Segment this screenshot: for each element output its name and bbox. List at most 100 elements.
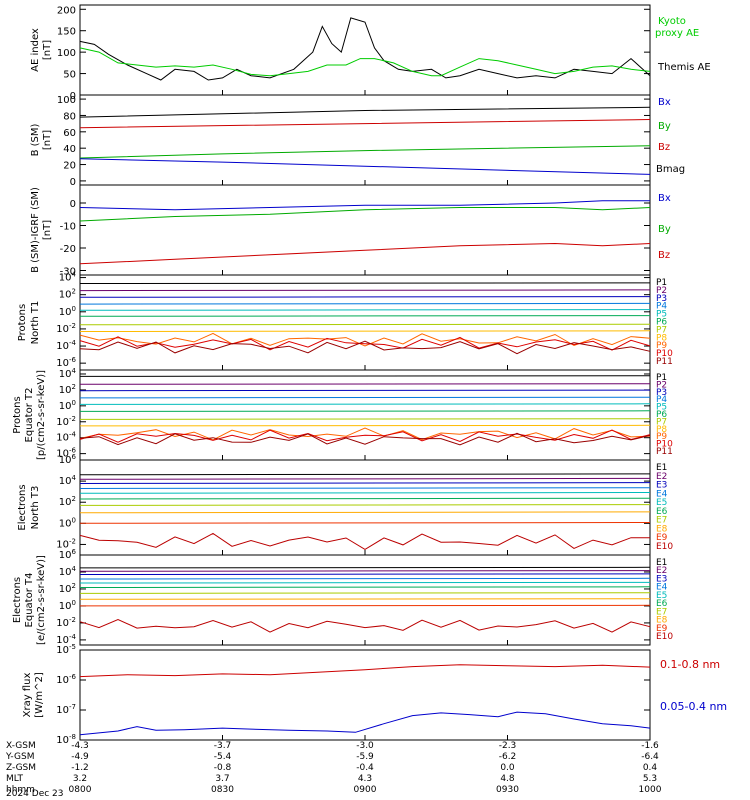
legend-ee: E2: [656, 566, 667, 576]
orbit-row-value: 5.3: [643, 774, 657, 784]
panel-ylabel: Equator T2: [24, 388, 35, 443]
y-tick-label: 10-6: [56, 356, 76, 369]
legend-bigrf: Bz: [658, 250, 670, 261]
series-bmag: [79, 106, 651, 118]
legend-bsm: Bx: [658, 97, 671, 108]
legend-pn: P11: [656, 357, 673, 367]
series-ee-E2: [79, 570, 651, 572]
orbit-row-value: 0800: [69, 785, 92, 795]
y-tick-label: 102: [59, 383, 76, 396]
panel-ylabel: [nT]: [42, 40, 53, 60]
legend-ee: E1: [656, 558, 667, 568]
legend-en: E3: [656, 481, 667, 491]
orbit-row-value: -6.2: [499, 752, 517, 762]
series-xray-short: [79, 711, 651, 736]
series-pn-P11: [79, 340, 651, 355]
legend-pe: P9: [656, 432, 667, 442]
legend-pn: P6: [656, 318, 667, 328]
orbit-row-label: Z-GSM: [6, 763, 36, 773]
y-tick-label: 60: [63, 128, 76, 139]
legend-en: E7: [656, 516, 667, 526]
panel-ylabel: AE index: [30, 28, 41, 72]
series-en-E9: [79, 522, 651, 524]
panel-ylabel: Electrons: [17, 484, 28, 530]
y-tick-label: 0: [70, 91, 76, 102]
legend-en: E10: [656, 542, 673, 552]
legend-en: E1: [656, 463, 667, 473]
orbit-row-value: 3.2: [73, 774, 87, 784]
series-pe-P2: [79, 383, 651, 385]
y-tick-label: 10-5: [56, 643, 76, 656]
series-ee-E10: [79, 618, 651, 633]
series-en-E3: [79, 482, 651, 484]
panel-frame-xray: [79, 649, 651, 741]
orbit-row-value: 0830: [211, 785, 234, 795]
legend-bigrf: By: [658, 224, 671, 235]
panel-ylabel: North T3: [30, 486, 41, 530]
legend-pe: P7: [656, 417, 667, 427]
series-by: [79, 207, 651, 222]
y-tick-label: -30: [60, 267, 76, 278]
series-ee-E3: [79, 573, 651, 575]
legend-en: E2: [656, 472, 667, 482]
panel-ylabel: Protons: [17, 304, 28, 341]
panel-ylabel: Xray flux: [22, 673, 33, 718]
y-tick-label: 100: [57, 95, 76, 106]
series-en-E8: [79, 511, 651, 514]
legend-pn: P9: [656, 341, 667, 351]
y-tick-label: 150: [57, 27, 76, 38]
series-pe-P5: [79, 403, 651, 405]
series-pe-P6: [79, 410, 651, 412]
series-pn-P3: [79, 296, 651, 298]
y-tick-label: 104: [59, 474, 77, 487]
y-tick-label: 104: [59, 565, 77, 578]
y-tick-label: 100: [59, 399, 76, 412]
series-ee-E5: [79, 581, 651, 584]
orbit-row-value: -3.0: [356, 741, 374, 751]
orbit-row-value: 0.0: [500, 763, 515, 773]
orbit-row-value: 0.4: [643, 763, 658, 773]
orbit-row-value: -6.4: [641, 752, 659, 762]
legend-bsm: Bz: [658, 142, 670, 153]
orbit-row-value: -5.4: [214, 752, 232, 762]
panel-ylabel: North T1: [30, 301, 41, 345]
orbit-row-value: 0900: [354, 785, 377, 795]
legend-xray: 0.1-0.8 nm: [660, 658, 720, 671]
series-ee-E1: [79, 566, 651, 569]
legend-pn: P10: [656, 349, 673, 359]
y-tick-label: 104: [59, 271, 77, 284]
panel-ylabel: Equator T4: [24, 573, 35, 628]
panel-ylabel: [p/(cm2-s-sr-keV)]: [36, 370, 47, 460]
legend-bigrf: Bx: [658, 193, 671, 204]
legend-pn: P5: [656, 310, 667, 320]
legend-en: E5: [656, 498, 667, 508]
series-en-E10: [79, 532, 650, 550]
y-tick-label: 104: [59, 367, 77, 380]
orbit-row-value: 4.8: [500, 774, 515, 784]
legend-pe: P4: [656, 395, 667, 405]
series-ee-E7: [79, 592, 651, 594]
orbit-row-value: 4.3: [358, 774, 372, 784]
orbit-row-value: -1.2: [71, 763, 89, 773]
orbit-row-value: -0.4: [356, 763, 374, 773]
legend-pe: P1: [656, 373, 667, 383]
panel-frame-pn: [79, 274, 651, 371]
legend-ee: E7: [656, 607, 667, 617]
series-bx: [79, 158, 651, 175]
legend-ae: Themis AE: [657, 62, 711, 73]
y-tick-label: 10-2: [56, 415, 76, 428]
legend-pn: P3: [656, 294, 667, 304]
series-pn-P7: [79, 323, 651, 326]
legend-ee: E8: [656, 616, 668, 626]
y-tick-label: 40: [63, 144, 76, 155]
series-pn-P5: [79, 309, 651, 311]
legend-ee: E5: [656, 591, 667, 601]
legend-en: E8: [656, 524, 668, 534]
legend-pe: P10: [656, 440, 673, 450]
series-pe-P4: [79, 396, 651, 399]
y-tick-label: 0: [70, 199, 76, 210]
panel-ylabel: [nT]: [42, 220, 53, 240]
legend-pe: P2: [656, 380, 667, 390]
y-tick-label: 20: [63, 161, 76, 172]
